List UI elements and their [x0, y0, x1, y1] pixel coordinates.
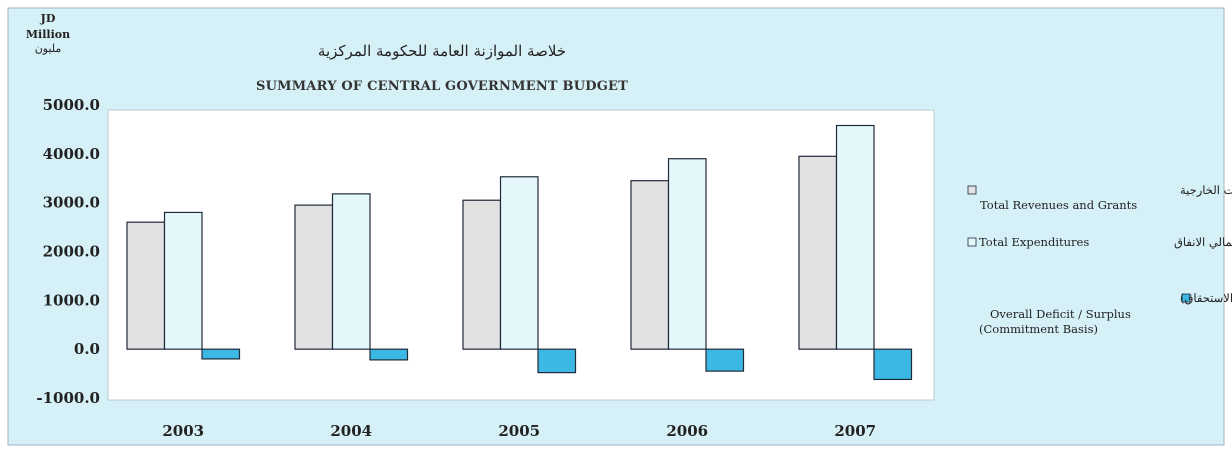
unit-label-jd: JD: [40, 12, 56, 25]
bar-revenues-2005: [462, 199, 502, 350]
x-tick-label: 2003: [162, 422, 204, 440]
legend-label-revenues-ar: اجمالي الايرادات والمساعدات الخارجية: [1180, 183, 1232, 197]
bar-revenues-2003: [126, 221, 166, 350]
legend-label-deficit-en: Overall Deficit / Surplus: [990, 307, 1131, 321]
bar-expenditures-2004: [331, 193, 371, 350]
bar-expenditures-2003: [163, 211, 203, 350]
x-tick-label: 2006: [666, 422, 708, 440]
bar-revenues-2007: [798, 155, 838, 350]
bar-expenditures-2007: [835, 124, 875, 350]
legend-swatch-expenditures: [967, 237, 977, 247]
legend-label-revenues-en: Total Revenues and Grants: [980, 198, 1137, 212]
y-tick-label: 0.0: [74, 340, 100, 358]
y-tick-label: 3000.0: [43, 194, 100, 212]
bar-revenues-2006: [630, 180, 670, 350]
bar-marks: [126, 124, 913, 381]
legend-swatch-revenues: [967, 185, 977, 195]
legend-label-expenditures-ar: اجمالي الانفاق: [1174, 235, 1232, 249]
bar-expenditures-2005: [499, 176, 539, 350]
bar-deficit-2004: [369, 348, 409, 361]
legend: اجمالي الايرادات والمساعدات الخارجية Tot…: [967, 183, 1232, 336]
bar-deficit-2007: [873, 348, 913, 381]
x-tick-label: 2007: [834, 422, 876, 440]
y-tick-label: 1000.0: [43, 291, 100, 309]
bar-deficit-2006: [705, 348, 745, 372]
bar-deficit-2003: [201, 348, 241, 360]
legend-label-deficit-ar: العجز/ الوفر الكلي (على اساس الاستحقاق): [1180, 291, 1232, 305]
y-tick-label: 5000.0: [43, 96, 100, 114]
y-tick-label: -1000.0: [36, 389, 100, 407]
legend-label-expenditures-en: Total Expenditures: [979, 235, 1089, 249]
y-axis-ticks: 5000.0 4000.0 3000.0 2000.0 1000.0 0.0 -1000.0: [36, 96, 100, 407]
unit-label-million: Million: [26, 28, 70, 41]
x-tick-label: 2004: [330, 422, 372, 440]
legend-swatch-deficit: [1181, 293, 1191, 303]
bar-expenditures-2006: [667, 158, 707, 350]
chart-title-arabic: خلاصة الموازنة العامة للحكومة المركزية: [318, 42, 566, 60]
chart-subtitle: SUMMARY OF CENTRAL GOVERNMENT BUDGET: [256, 79, 628, 94]
x-axis-ticks: 2003 2004 2005 2006 2007: [162, 422, 876, 440]
bar-revenues-2004: [294, 204, 334, 350]
y-tick-label: 2000.0: [43, 243, 100, 261]
x-tick-label: 2005: [498, 422, 540, 440]
unit-label-arabic: مليون: [35, 42, 62, 55]
y-tick-label: 4000.0: [43, 145, 100, 163]
bar-deficit-2005: [537, 348, 577, 374]
legend-label-deficit-en-2: (Commitment Basis): [979, 322, 1098, 336]
